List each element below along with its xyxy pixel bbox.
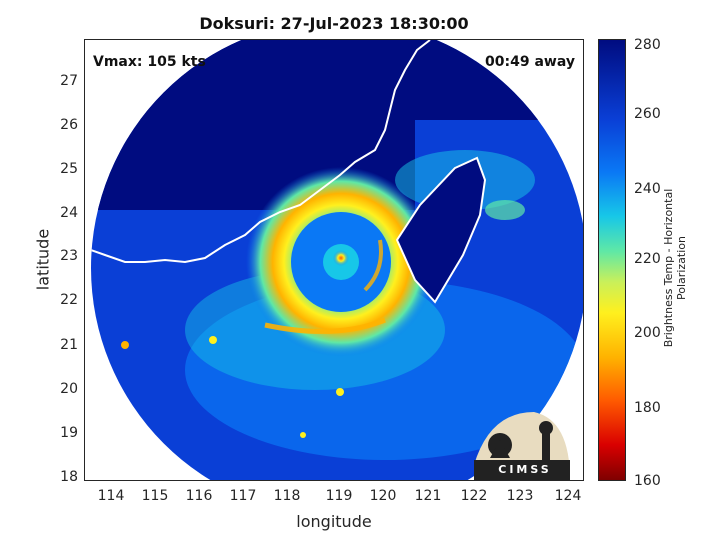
x-tick-label: 120 — [369, 488, 397, 504]
cimss-logo-text: CIMSS — [498, 463, 552, 476]
y-tick-label: 19 — [60, 425, 78, 441]
y-tick-label: 21 — [60, 337, 78, 353]
x-tick-label: 119 — [325, 488, 353, 504]
colorbar-tick-label: 260 — [634, 106, 661, 122]
colorbar-tick-label: 160 — [634, 473, 661, 489]
colorbar — [598, 39, 626, 481]
x-tick-label: 117 — [229, 488, 257, 504]
x-tick-label: 115 — [141, 488, 169, 504]
y-tick-label: 26 — [60, 117, 78, 133]
colorbar-tick-label: 200 — [634, 325, 661, 341]
y-tick-label: 18 — [60, 469, 78, 485]
x-tick-label: 123 — [506, 488, 534, 504]
colorbar-tick-label: 180 — [634, 400, 661, 416]
vmax-label: Vmax: 105 kts — [93, 54, 206, 70]
y-tick-label: 22 — [60, 292, 78, 308]
x-tick-label: 124 — [554, 488, 582, 504]
x-tick-label: 121 — [414, 488, 442, 504]
time-away-label: 00:49 away — [485, 54, 575, 70]
x-tick-label: 122 — [460, 488, 488, 504]
y-tick-label: 25 — [60, 161, 78, 177]
x-tick-label: 118 — [273, 488, 301, 504]
y-tick-label: 27 — [60, 73, 78, 89]
microwave-swath-image — [91, 40, 583, 480]
x-tick-label: 116 — [185, 488, 213, 504]
x-axis-label: longitude — [296, 512, 372, 531]
colorbar-tick-label: 220 — [634, 251, 661, 267]
cimss-logo-icon — [474, 412, 570, 480]
y-tick-label: 20 — [60, 381, 78, 397]
y-axis-label: latitude — [33, 228, 53, 291]
colorbar-tick-label: 240 — [634, 181, 661, 197]
map-plot-area[interactable]: Vmax: 105 kts 00:49 away — [84, 39, 584, 481]
y-tick-label: 24 — [60, 205, 78, 221]
colorbar-tick-label: 280 — [634, 37, 661, 53]
x-tick-label: 114 — [97, 488, 125, 504]
y-tick-label: 23 — [60, 248, 78, 264]
colorbar-label: Brightness Temp - Horizontal Polarizatio… — [662, 188, 688, 348]
map-title: Doksuri: 27-Jul-2023 18:30:00 — [199, 14, 469, 33]
